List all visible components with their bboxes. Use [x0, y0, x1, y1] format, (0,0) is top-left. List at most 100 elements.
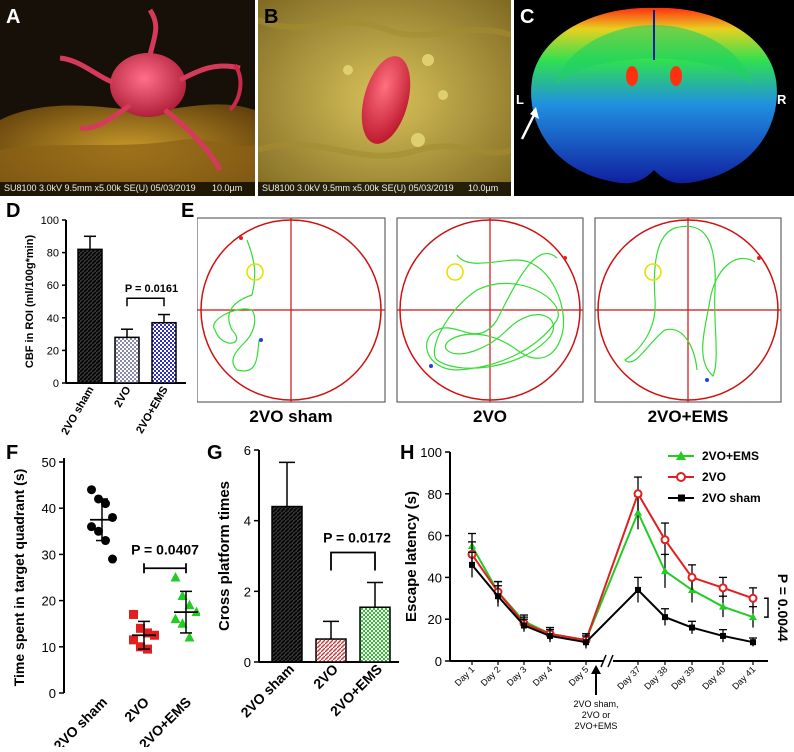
y-tick-label: 20 — [47, 345, 59, 357]
panel-a-label: A — [6, 6, 21, 28]
maze-1 — [396, 217, 584, 403]
category-label: 2VO sham — [50, 694, 110, 747]
data-point — [689, 624, 695, 631]
panel-b-scale: 10.0µm — [468, 183, 499, 193]
data-point — [583, 639, 589, 646]
data-point — [547, 632, 553, 639]
data-point — [108, 554, 117, 564]
data-point — [719, 602, 727, 610]
data-point — [469, 561, 475, 568]
treatment-arrow-icon — [591, 665, 601, 674]
data-point — [87, 522, 96, 532]
data-point — [136, 623, 145, 633]
panel-g: G 0 2 4 6 Cross platform times 2VO sham 2VO 2VO… — [205, 440, 405, 747]
data-point — [720, 632, 726, 639]
panel-e: E 2VO sham 2VO 2VO+EMS — [181, 200, 794, 432]
maze-title: 2VO sham — [249, 407, 332, 426]
data-point — [748, 593, 758, 603]
y-tick-label: 50 — [42, 455, 56, 470]
start-marker — [563, 256, 567, 260]
data-point — [170, 613, 181, 624]
panel-h: H 0 20 40 60 80 100 Escape latency (s) Day 1 Day… — [400, 440, 794, 747]
category-label: 2VO+EMS — [134, 385, 171, 436]
maze-title: 2VO — [473, 407, 507, 426]
y-tick-label: 80 — [428, 487, 442, 502]
legend-marker — [678, 494, 685, 502]
data-point — [87, 485, 96, 495]
platform-marker — [446, 263, 464, 281]
maze-2 — [594, 217, 782, 403]
y-tick-label: 80 — [47, 248, 59, 260]
data-point — [184, 632, 195, 642]
p-value: P = 0.0172 — [323, 529, 391, 545]
y-tick-label: 2 — [244, 584, 251, 599]
x-tick-label: Day 38 — [642, 664, 669, 691]
data-point — [749, 613, 757, 621]
y-axis-label: Cross platform times — [216, 481, 233, 631]
category-label: 2VO — [112, 384, 134, 409]
data-point — [521, 622, 527, 629]
panel-d-label: D — [6, 200, 21, 222]
data-point — [184, 599, 195, 610]
panel-a-illustration — [0, 0, 255, 196]
data-point — [136, 642, 145, 652]
panel-c-label: C — [520, 6, 535, 28]
y-tick-label: 40 — [42, 501, 56, 516]
data-point — [129, 609, 138, 619]
panel-h-label: H — [400, 442, 415, 464]
legend-marker — [676, 451, 686, 460]
p-value: P = 0.0044 — [775, 574, 791, 642]
bar-2VO sham — [77, 248, 103, 384]
y-tick-label: 100 — [41, 215, 59, 227]
y-tick-label: 6 — [244, 443, 251, 458]
data-point — [750, 639, 756, 646]
y-tick-label: 4 — [244, 514, 251, 529]
y-tick-label: 60 — [428, 529, 442, 544]
panel-f-label: F — [6, 442, 19, 464]
data-point — [495, 593, 501, 600]
swim-path — [426, 252, 565, 371]
start-marker — [239, 236, 243, 240]
end-marker — [705, 378, 709, 382]
y-tick-label: 0 — [244, 655, 251, 670]
data-point — [687, 572, 697, 582]
treatment-annotation-line: 2VO sham, — [573, 699, 618, 709]
panel-b-illustration — [258, 0, 511, 196]
y-tick-label: 20 — [428, 612, 442, 627]
x-tick-label: Day 39 — [669, 664, 696, 691]
x-tick-label: Day 41 — [730, 664, 757, 691]
significance-bracket — [330, 551, 376, 571]
swim-path — [624, 225, 756, 377]
y-tick-label: 20 — [42, 594, 56, 609]
y-tick-label: 0 — [435, 654, 442, 669]
legend-marker — [676, 472, 686, 482]
data-point — [662, 614, 668, 621]
panel-d: D 0 20 40 60 80 100 CBF in ROI (ml/100g*min) 2V… — [0, 200, 195, 440]
data-point — [94, 526, 103, 536]
panel-a-scale: 10.0µm — [212, 183, 243, 193]
panel-b-sem-image: SU8100 3.0kV 9.5mm x5.00k SE(U) 05/03/20… — [258, 0, 511, 196]
platform-marker — [644, 263, 662, 281]
end-marker — [259, 338, 263, 342]
x-tick-label: Day 3 — [505, 664, 529, 688]
category-label: 2VO sham — [59, 384, 96, 437]
y-axis-label: Escape latency (s) — [403, 491, 420, 622]
panel-c-mri-image: C L R — [514, 0, 794, 196]
x-tick-label: Day 2 — [479, 664, 503, 688]
treatment-annotation-line: 2VO+EMS — [575, 721, 618, 731]
panel-c-left-label: L — [516, 92, 524, 107]
x-tick-label: Day 40 — [700, 664, 727, 691]
bar-2VO sham — [271, 505, 303, 663]
panel-a-caption: SU8100 3.0kV 9.5mm x5.00k SE(U) 05/03/20… — [4, 183, 196, 193]
bar-2VO — [315, 638, 347, 663]
x-tick-label: Day 5 — [567, 664, 591, 688]
legend-label: 2VO sham — [702, 491, 761, 505]
platform-marker — [246, 263, 264, 281]
panel-c-right-label: R — [777, 92, 787, 107]
y-tick-label: 30 — [42, 547, 56, 562]
start-marker — [757, 256, 761, 260]
bar-2VO+EMS — [359, 606, 391, 663]
y-tick-label: 0 — [53, 378, 59, 390]
y-tick-label: 0 — [49, 686, 56, 701]
